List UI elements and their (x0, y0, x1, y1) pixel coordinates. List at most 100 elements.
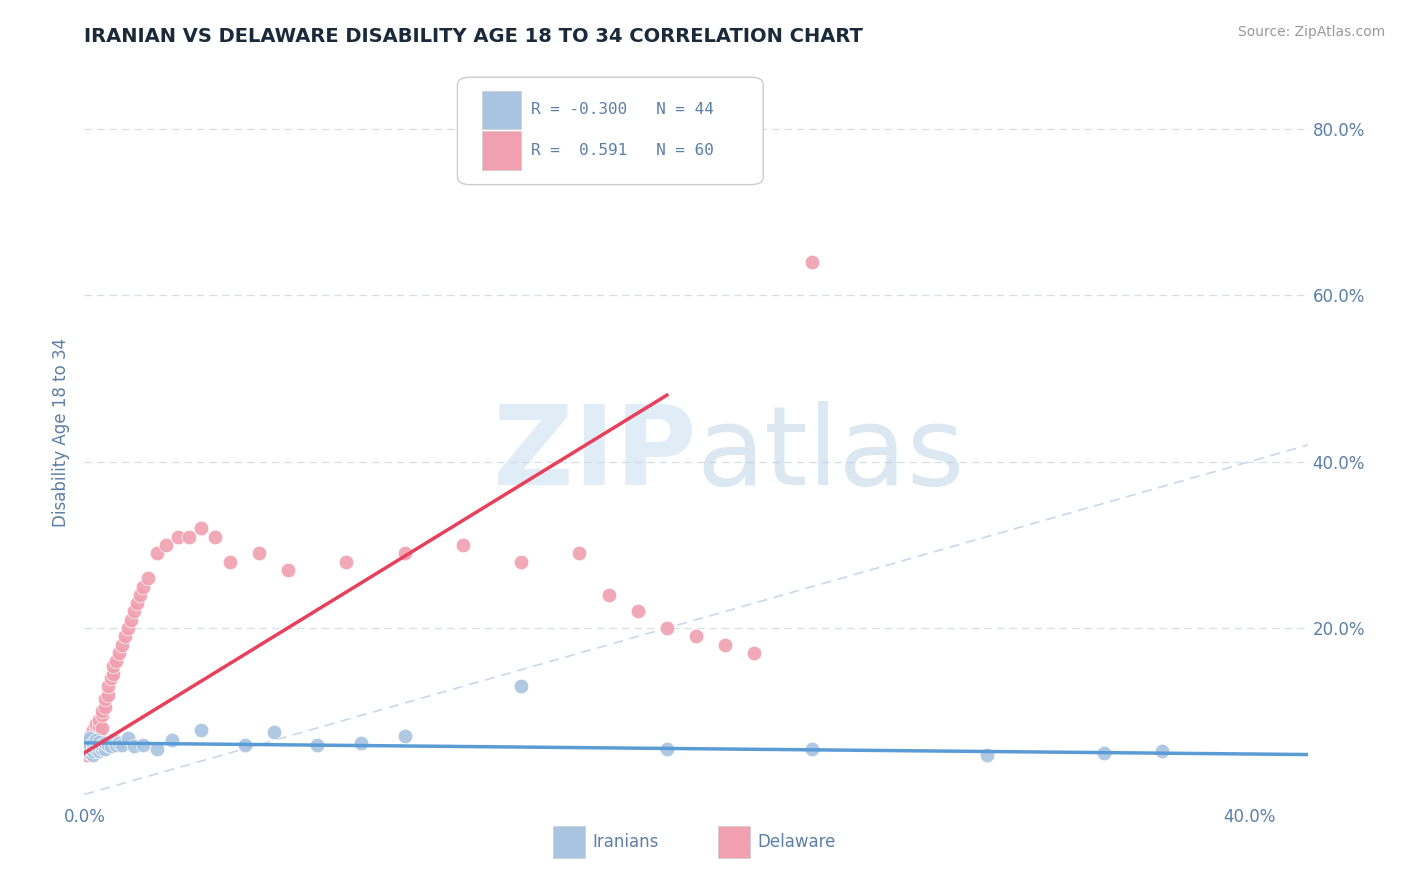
Point (82, 744, 104, 758)
Point (307, 738, 329, 752)
Point (79, 739, 101, 754)
Point (128, 588, 150, 602)
FancyBboxPatch shape (718, 827, 749, 857)
Point (801, 741, 824, 756)
Point (84, 741, 107, 756)
Point (105, 654, 128, 668)
Point (801, 255, 824, 269)
Point (122, 739, 145, 754)
Point (84, 738, 107, 752)
Point (79, 746, 101, 760)
Point (146, 741, 169, 756)
Point (655, 741, 678, 756)
Point (685, 629, 707, 643)
Point (90, 704, 112, 718)
Point (117, 731, 139, 745)
FancyBboxPatch shape (553, 827, 585, 857)
Point (131, 580, 153, 594)
Point (166, 530, 188, 544)
Point (76, 741, 98, 756)
Point (155, 538, 177, 552)
Point (111, 638, 134, 652)
Point (87, 729, 110, 743)
Point (82, 733, 104, 747)
Point (510, 679, 533, 693)
Point (82, 741, 104, 756)
Point (79, 736, 101, 750)
Point (87, 744, 110, 758)
Point (190, 723, 212, 737)
Point (90, 738, 112, 752)
Point (84, 721, 107, 735)
Point (97, 738, 120, 752)
Point (108, 646, 131, 660)
Point (976, 747, 998, 762)
Point (82, 736, 104, 750)
Point (87, 735, 110, 749)
Point (84, 731, 107, 745)
Point (87, 739, 110, 754)
FancyBboxPatch shape (482, 91, 522, 129)
Point (510, 555, 533, 569)
Point (263, 725, 285, 739)
Point (97, 679, 120, 693)
Point (394, 546, 416, 560)
Point (146, 546, 169, 560)
Point (451, 538, 474, 552)
FancyBboxPatch shape (482, 131, 522, 169)
Point (84, 738, 107, 752)
Point (219, 555, 242, 569)
Point (247, 546, 270, 560)
Point (742, 646, 765, 660)
Point (105, 738, 128, 752)
Point (598, 588, 620, 602)
Point (627, 605, 650, 619)
Point (131, 738, 153, 752)
Point (82, 747, 104, 762)
Point (179, 530, 201, 544)
Point (93, 691, 115, 706)
Point (82, 739, 104, 754)
Point (204, 530, 226, 544)
Point (87, 713, 110, 727)
Point (100, 739, 122, 754)
Point (84, 733, 107, 747)
Point (82, 723, 104, 737)
Point (90, 741, 112, 756)
Text: Iranians: Iranians (592, 833, 658, 851)
Point (103, 733, 125, 747)
Point (394, 729, 416, 743)
Point (87, 719, 110, 733)
Point (117, 621, 139, 635)
Text: IRANIAN VS DELAWARE DISABILITY AGE 18 TO 34 CORRELATION CHART: IRANIAN VS DELAWARE DISABILITY AGE 18 TO… (84, 27, 863, 45)
Point (76, 747, 98, 762)
Point (82, 728, 104, 742)
Point (76, 738, 98, 752)
Text: Delaware: Delaware (758, 833, 835, 851)
Point (79, 738, 101, 752)
FancyBboxPatch shape (457, 78, 763, 185)
Text: atlas: atlas (696, 401, 965, 508)
Point (233, 738, 256, 752)
Point (114, 629, 136, 643)
Point (103, 666, 125, 681)
Point (160, 733, 183, 747)
Point (79, 729, 101, 743)
Point (93, 736, 115, 750)
Text: R = -0.300   N = 44: R = -0.300 N = 44 (531, 103, 714, 118)
Text: R =  0.591   N = 60: R = 0.591 N = 60 (531, 143, 714, 158)
Point (79, 741, 101, 756)
Point (190, 521, 212, 535)
Point (93, 741, 115, 756)
Point (76, 741, 98, 756)
Text: ZIP: ZIP (492, 401, 696, 508)
Point (655, 621, 678, 635)
Point (277, 563, 299, 577)
Point (568, 546, 591, 560)
Point (111, 738, 134, 752)
Point (1092, 746, 1115, 760)
Y-axis label: Disability Age 18 to 34: Disability Age 18 to 34 (52, 338, 70, 527)
Point (90, 708, 112, 723)
Point (714, 638, 737, 652)
Point (120, 613, 142, 627)
